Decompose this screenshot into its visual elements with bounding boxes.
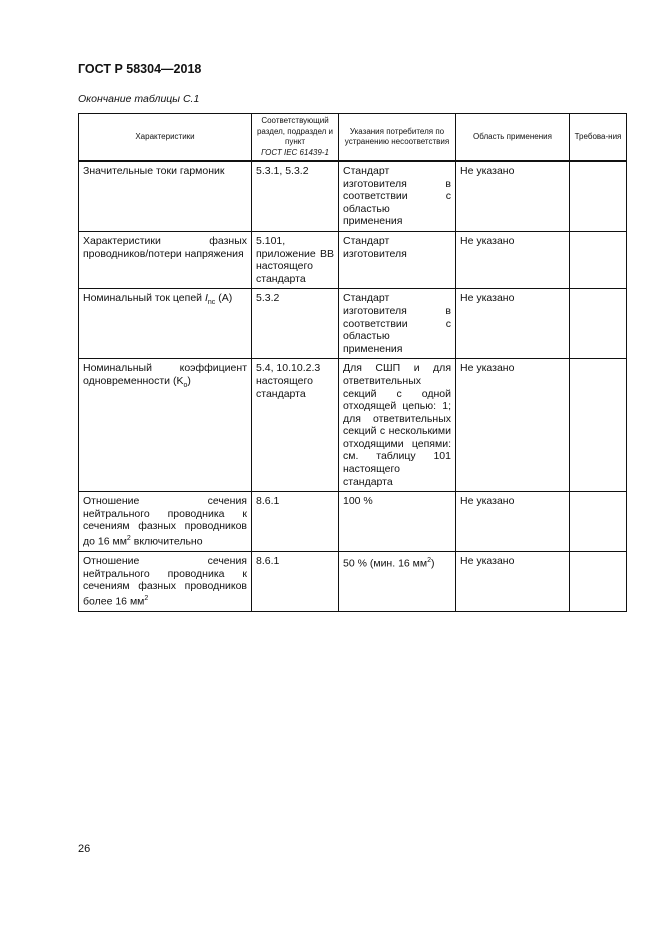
cell: 5.4, 10.10.2.3 настоящего стандарта <box>251 358 339 493</box>
cell-text: 50 % (мин. 16 мм <box>343 557 428 570</box>
cell-text: Отношение сечения нейтрального проводник… <box>83 555 247 608</box>
table-row: Отношение сечения нейтрального проводник… <box>78 491 627 553</box>
cell-text: ) <box>187 374 191 387</box>
cell: 100 % <box>338 491 456 553</box>
cell-text: Номинальный ток цепей <box>83 292 205 305</box>
cell: 5.3.1, 5.3.2 <box>251 160 339 232</box>
col-header-characteristics: Характеристики <box>78 113 252 162</box>
cell <box>569 551 627 612</box>
cell <box>569 491 627 553</box>
cell-sub: nc <box>207 299 216 307</box>
cell: 5.101, приложение ВВ настоящего стандарт… <box>251 230 339 290</box>
col-header-section-standard: ГОСТ IEC 61439-1 <box>261 147 329 157</box>
col-header-requirements: Требова-ния <box>569 113 627 162</box>
page-number: 26 <box>78 843 91 855</box>
table-header-row: Характеристики Соответствующий раздел, п… <box>78 113 627 162</box>
table-row: Отношение сечения нейтрального проводник… <box>78 551 627 612</box>
cell-text: Номинальный коэффициент одновременности … <box>83 362 247 387</box>
cell-text: ) <box>431 557 435 570</box>
cell <box>569 358 627 493</box>
cell-sub: o <box>183 382 188 389</box>
table-row: Номинальный ток цепей Inc (A) 5.3.2 Стан… <box>78 288 627 360</box>
cell: Отношение сечения нейтрального проводник… <box>78 551 252 612</box>
cell: 8.6.1 <box>251 491 339 553</box>
cell <box>569 230 627 290</box>
cell: Отношение сечения нейтрального проводник… <box>78 491 252 553</box>
cell: Не указано <box>455 160 570 232</box>
table-row: Характеристики фазных проводников/потери… <box>78 230 627 290</box>
cell <box>569 160 627 232</box>
cell-sup: 2 <box>427 557 432 565</box>
cell-text: включительно <box>130 535 203 548</box>
cell: Не указано <box>455 288 570 360</box>
cell <box>569 288 627 360</box>
cell: Стандарт изготовителя в соответствии с о… <box>338 288 456 360</box>
cell: 8.6.1 <box>251 551 339 612</box>
cell: Характеристики фазных проводников/потери… <box>78 230 252 290</box>
cell: 50 % (мин. 16 мм2) <box>338 551 456 612</box>
cell-var: I <box>204 292 208 305</box>
col-header-scope: Область применения <box>455 113 570 162</box>
table-row: Значительные токи гармоник 5.3.1, 5.3.2 … <box>78 160 627 232</box>
table-row: Номинальный коэффициент одновременности … <box>78 358 627 493</box>
cell: Не указано <box>455 358 570 493</box>
cell: Не указано <box>455 551 570 612</box>
col-header-section: Соответствующий раздел, подраздел и пунк… <box>251 113 339 162</box>
cell: Не указано <box>455 491 570 553</box>
cell: Не указано <box>455 230 570 290</box>
cell: Для СШП и для ответвительных секций с од… <box>338 358 456 493</box>
col-header-section-text: Соответствующий раздел, подраздел и пунк… <box>256 116 334 146</box>
table: Характеристики Соответствующий раздел, п… <box>78 113 627 612</box>
cell-text: Отношение сечения нейтрального проводник… <box>83 495 247 548</box>
document-id: ГОСТ Р 58304—2018 <box>78 62 202 76</box>
cell-sup: 2 <box>144 594 149 602</box>
col-header-instructions: Указания потребителя по устранению несоо… <box>338 113 456 162</box>
cell: Стандарт изготовителя в соответствии с о… <box>338 160 456 232</box>
cell: Номинальный ток цепей Inc (A) <box>78 288 252 360</box>
cell-text: (A) <box>215 292 233 305</box>
cell: Значительные токи гармоник <box>78 160 252 232</box>
cell: Стандарт изготовителя <box>338 230 456 290</box>
cell: Номинальный коэффициент одновременности … <box>78 358 252 493</box>
cell-sup: 2 <box>126 535 131 543</box>
cell: 5.3.2 <box>251 288 339 360</box>
table-caption: Окончание таблицы С.1 <box>78 93 200 105</box>
